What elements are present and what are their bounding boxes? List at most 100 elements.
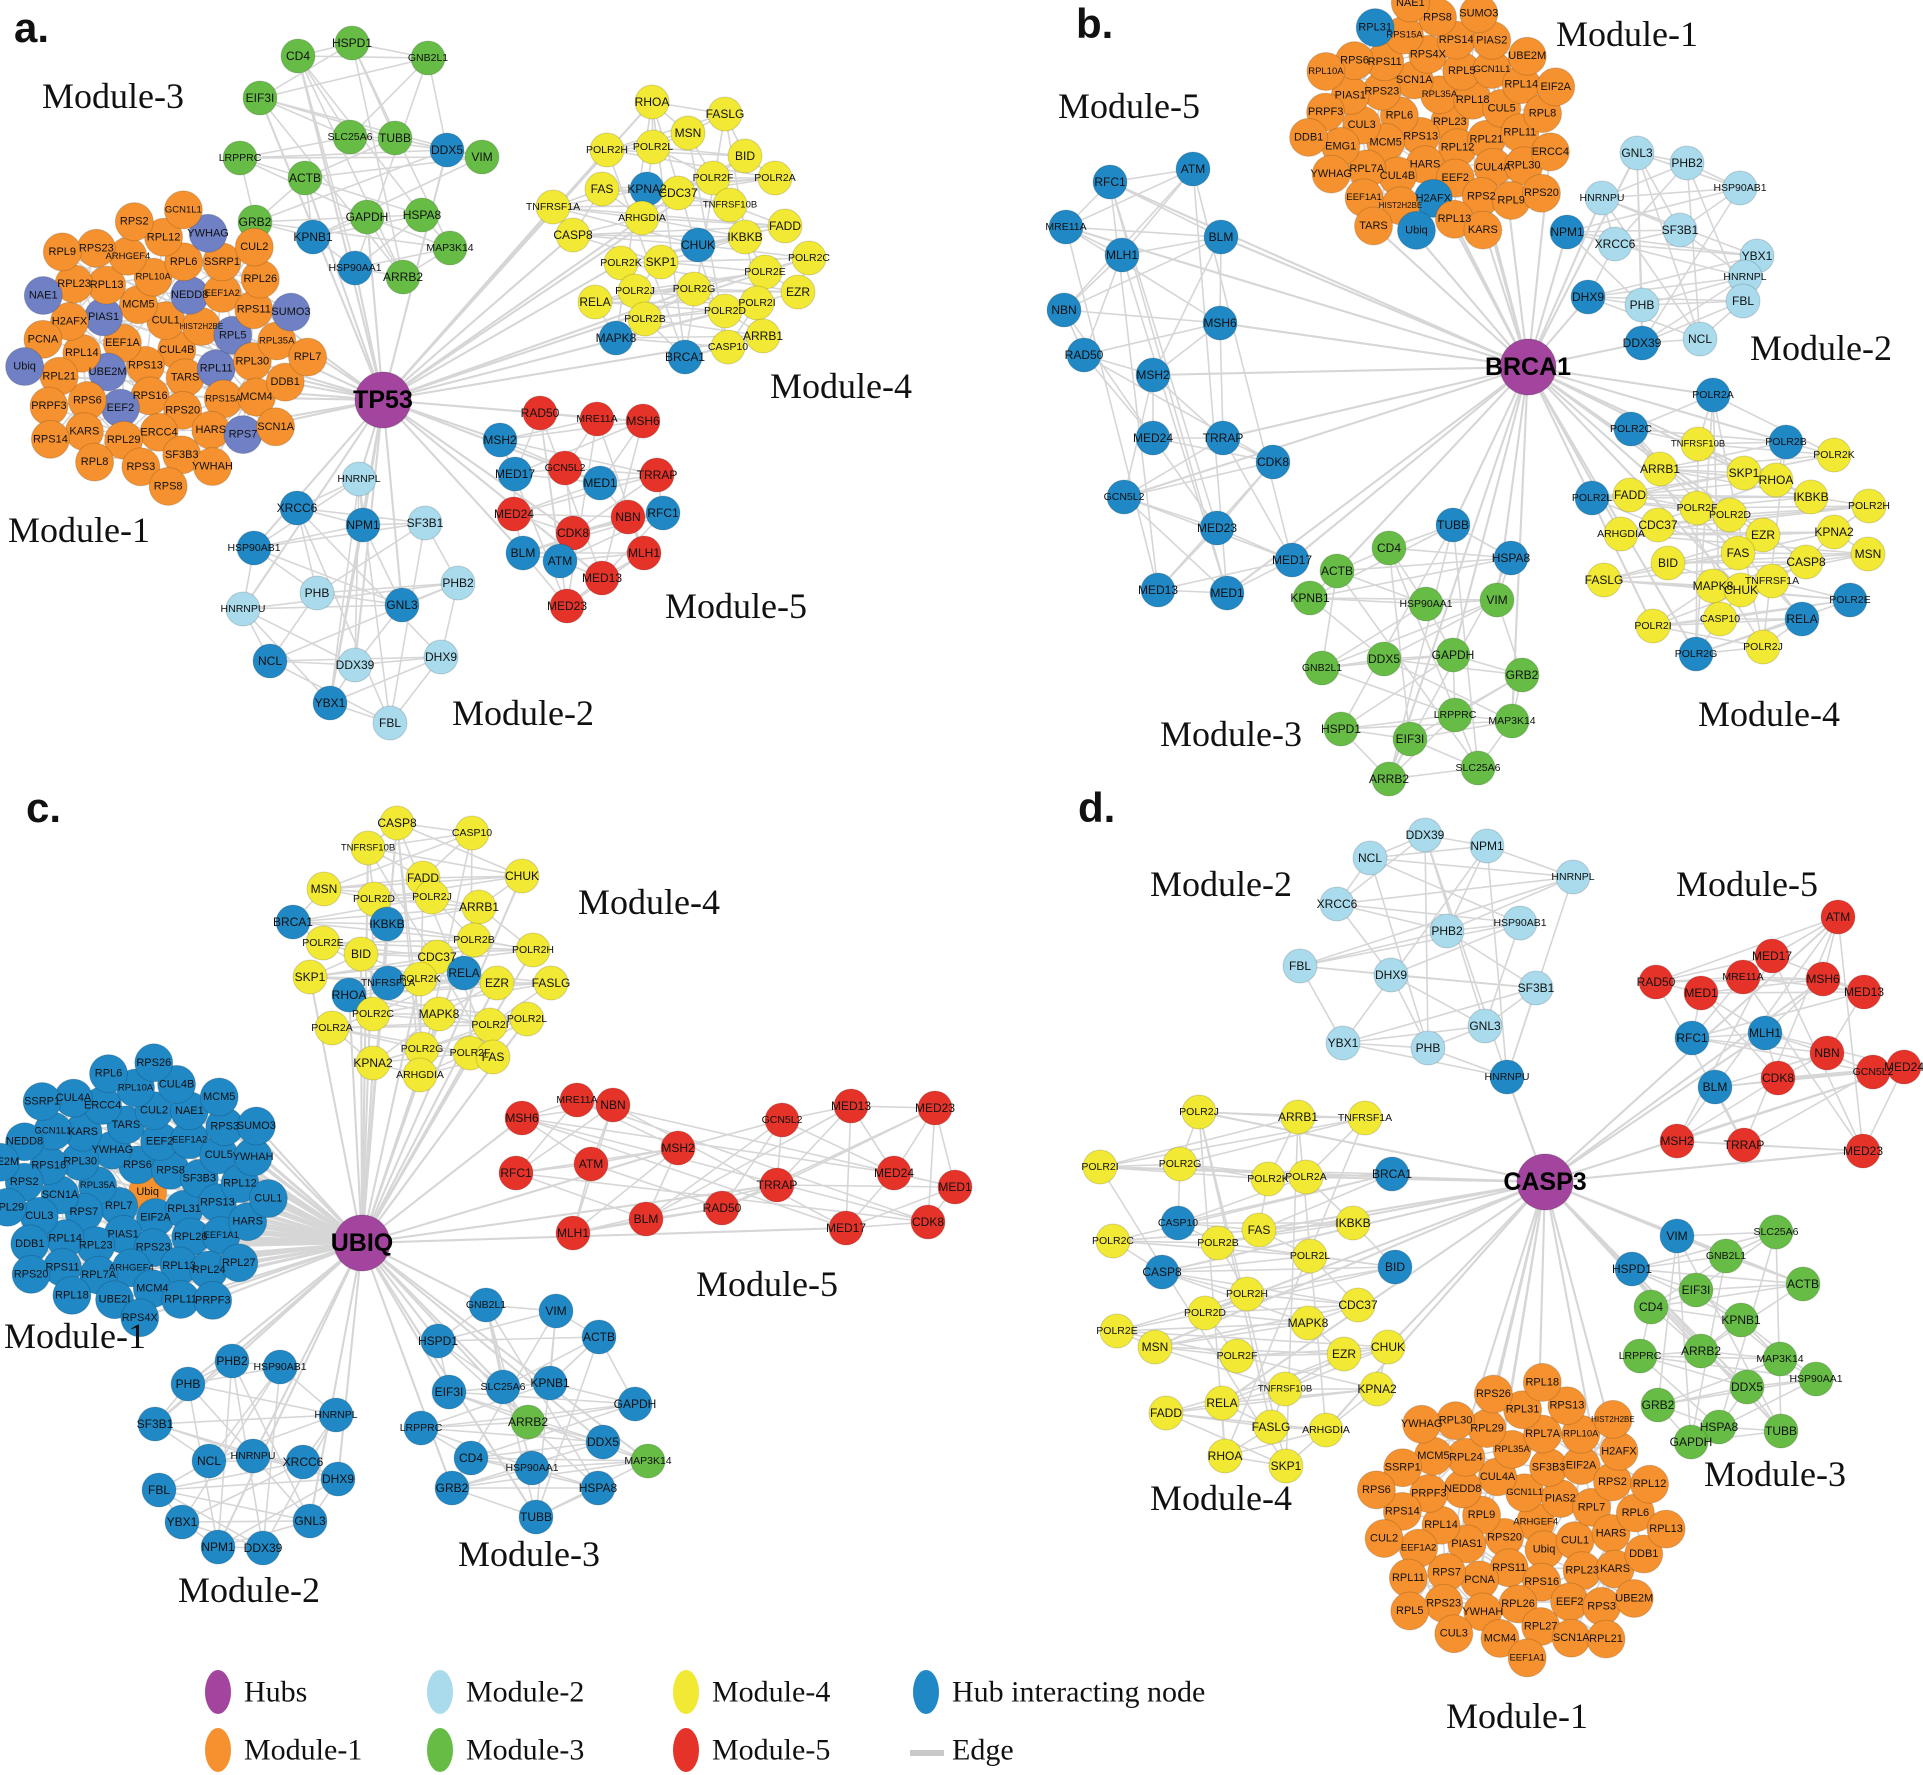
node-label-DDB1: DDB1 (271, 376, 300, 388)
node-label-POLR2J: POLR2J (615, 285, 655, 297)
node-label-IKBKB: IKBKB (1335, 1216, 1370, 1230)
edge (304, 177, 384, 401)
node-label-PRPF3: PRPF3 (1411, 1487, 1446, 1499)
node-MED17 (828, 1210, 864, 1246)
node-label-POLR2J: POLR2J (1743, 641, 1783, 653)
node-FBL (1725, 283, 1761, 319)
node-RPS13 (1547, 1386, 1587, 1426)
node-label-MAP3K14: MAP3K14 (1488, 715, 1535, 727)
edge (382, 399, 524, 554)
module-label-a-Module-1: Module-1 (8, 510, 150, 550)
node-label-RPL10A: RPL10A (118, 1083, 154, 1094)
node-TUBB (1763, 1413, 1799, 1449)
node-label-HARS: HARS (196, 424, 227, 436)
node-label-YWHAG: YWHAG (1401, 1418, 1443, 1430)
node-SKP1 (643, 244, 679, 280)
node-MRE11A (1048, 209, 1084, 245)
node-label-MRE11A: MRE11A (1722, 971, 1763, 983)
node-TNFRSF10B (712, 187, 748, 223)
edge (566, 418, 598, 607)
node-MRE11A (579, 401, 615, 437)
node-RFC1 (498, 1155, 534, 1191)
edge (361, 1242, 450, 1393)
edge (351, 42, 404, 278)
node-label-NCL: NCL (197, 1454, 221, 1468)
edge (1065, 226, 1221, 324)
node-label-CDK8: CDK8 (557, 526, 589, 540)
node-ATM (1820, 899, 1856, 935)
node-SLC25A6 (332, 119, 368, 155)
node-label-SCN1A: SCN1A (1396, 74, 1433, 86)
node-label-TUBB: TUBB (379, 131, 411, 145)
node-POLR2H (515, 932, 551, 968)
node-label-GCN1L1: GCN1L1 (165, 204, 202, 215)
edge (1492, 1181, 1547, 1395)
node-POLR2G (1678, 636, 1714, 672)
node-SF3B1 (407, 505, 443, 541)
edge (1837, 916, 1864, 1152)
edge (1309, 597, 1498, 601)
node-label-RPL26: RPL26 (1501, 1598, 1535, 1610)
node-label-RPL6: RPL6 (1622, 1507, 1650, 1519)
node-label-POLR2C: POLR2C (352, 1008, 394, 1020)
edge (1743, 916, 1839, 1146)
edge (361, 1146, 679, 1245)
node-label-GNL3: GNL3 (294, 1514, 326, 1528)
node-label-ARRB2: ARRB2 (508, 1415, 548, 1429)
node-label-PIAS1: PIAS1 (88, 311, 119, 323)
node-label-POLR2L: POLR2L (633, 141, 673, 153)
node-label-POLR2I: POLR2I (1634, 620, 1671, 632)
node-VIM (464, 139, 500, 175)
node-ACTB (581, 1319, 617, 1355)
node-label-RPL27: RPL27 (1524, 1620, 1558, 1632)
node-label-MSH6: MSH6 (1806, 972, 1840, 986)
node-label-SSRP1: SSRP1 (1385, 1462, 1421, 1474)
node-label-PIAS1: PIAS1 (1451, 1538, 1482, 1550)
node-label-NEDD8: NEDD8 (6, 1136, 43, 1148)
edge (451, 1460, 649, 1489)
node-ARHGDIA (624, 200, 660, 236)
node-MSN (670, 115, 706, 151)
node-label-RPL13: RPL13 (90, 279, 124, 291)
node-RELA (1784, 601, 1820, 637)
legend-swatch-Module-2 (427, 1670, 453, 1714)
node-label-MED23: MED23 (1843, 1144, 1883, 1158)
node-ATM (573, 1146, 609, 1182)
node-label-POLR2G: POLR2G (673, 283, 716, 295)
node-MED23 (1845, 1133, 1881, 1169)
node-label-SUMO3: SUMO3 (237, 1120, 276, 1132)
node-label-RPL7: RPL7 (105, 1200, 133, 1212)
node-POLR2A (757, 160, 793, 196)
node-label-DHX9: DHX9 (1572, 290, 1604, 304)
node-label-EZR: EZR (1332, 1347, 1356, 1361)
node-label-CUL5: CUL5 (205, 1149, 233, 1161)
node-label-RPL26: RPL26 (243, 273, 277, 285)
edge (1154, 1346, 1286, 1390)
node-label-HSPD1: HSPD1 (1612, 1262, 1652, 1276)
node-label-GNB2L1: GNB2L1 (466, 1299, 506, 1311)
node-CASP10 (454, 815, 490, 851)
node-label-MED1: MED1 (1684, 986, 1718, 1000)
node-label-KPNA2: KPNA2 (1814, 525, 1854, 539)
node-RPL9 (42, 232, 82, 272)
node-POLR2B (1768, 424, 1804, 460)
node-CASP8 (555, 217, 591, 253)
node-MSN (1850, 536, 1886, 572)
node-label-RPL8: RPL8 (81, 456, 109, 468)
node-POLR2D (1712, 497, 1748, 533)
node-POLR2A (1695, 377, 1731, 413)
edge (239, 149, 448, 159)
edge (296, 507, 391, 724)
node-label-XRCC6: XRCC6 (283, 1455, 324, 1469)
node-CDC37 (1640, 507, 1676, 543)
node-label-MLH1: MLH1 (1749, 1026, 1781, 1040)
node-label-NEDD8: NEDD8 (171, 289, 208, 301)
edge (217, 1360, 233, 1548)
edge (576, 1099, 679, 1149)
node-label-RPL7: RPL7 (1578, 1501, 1606, 1513)
node-label-RPS23: RPS23 (136, 1242, 171, 1254)
node-POLR2E (1832, 582, 1868, 618)
edge (437, 1310, 557, 1342)
edge (389, 522, 426, 724)
node-GCN5L2 (1106, 479, 1142, 515)
